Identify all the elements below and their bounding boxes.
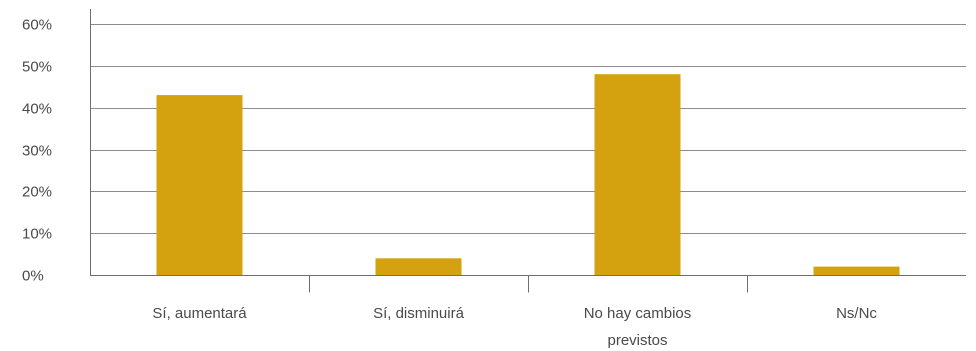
x-axis-category-labels: Sí, aumentará Sí, disminuirá No hay cambio… [152,305,877,349]
x-category-label: Ns/Nc [836,305,877,322]
x-category-label: Sí, disminuirá [373,305,465,322]
axes [90,9,966,293]
x-category-label: No hay cambios previstos [584,305,692,349]
y-tick-label: 10% [22,226,52,243]
bar [813,266,900,275]
y-tick-label: 50% [22,59,52,76]
x-category-label: Sí, aumentará [152,305,247,322]
y-tick-label: 0% [22,268,44,285]
bar [375,258,462,275]
y-axis-tick-labels: 0% 10% 20% 30% 40% 50% 60% [22,17,52,285]
y-tick-label: 40% [22,101,52,118]
y-tick-label: 60% [22,17,52,34]
bar [594,74,681,275]
y-tick-label: 20% [22,184,52,201]
y-tick-label: 30% [22,143,52,160]
bars [156,74,900,275]
bar [156,95,243,275]
